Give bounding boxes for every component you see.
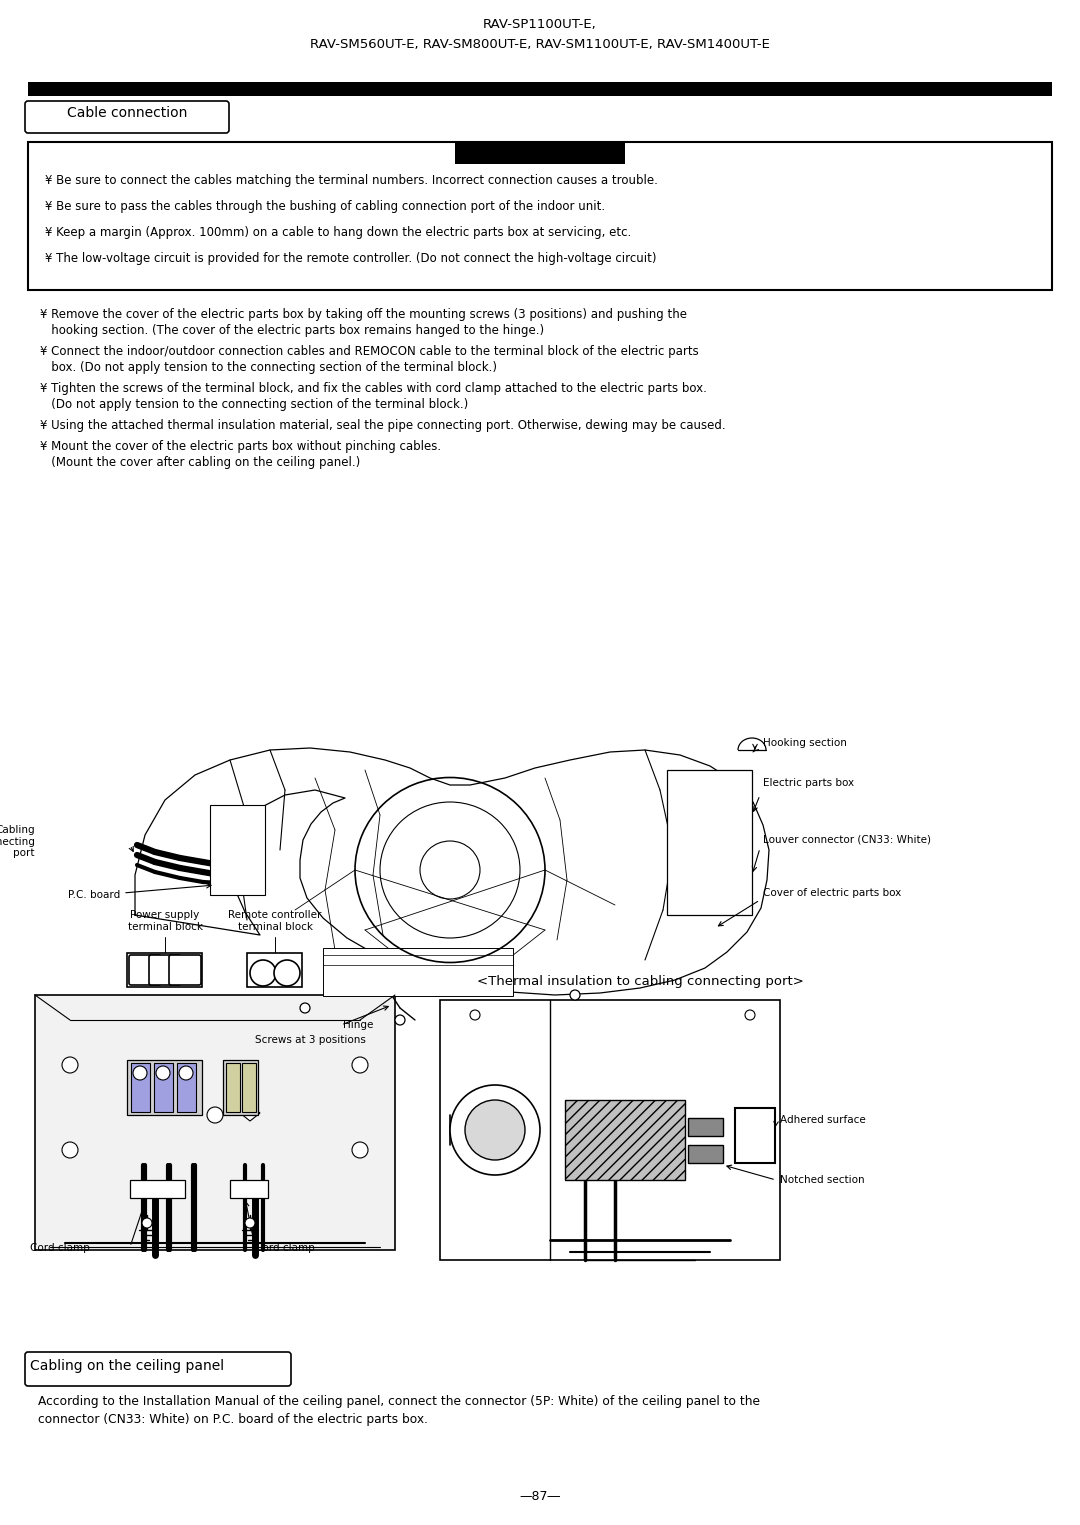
Text: hooking section. (The cover of the electric parts box remains hanged to the hing: hooking section. (The cover of the elect… (40, 323, 544, 337)
Text: P.C. board: P.C. board (68, 891, 120, 900)
Text: ¥ Connect the indoor/outdoor connection cables and REMOCON cable to the terminal: ¥ Connect the indoor/outdoor connection … (40, 345, 699, 358)
Bar (242, 1063, 256, 1112)
FancyBboxPatch shape (25, 101, 229, 133)
Bar (131, 1063, 150, 1112)
Bar (440, 1000, 780, 1260)
Circle shape (352, 1057, 368, 1074)
Bar (28, 82, 1052, 96)
Text: (Do not apply tension to the connecting section of the terminal block.): (Do not apply tension to the connecting … (40, 398, 469, 412)
Text: ¥ Keep a margin (Approx. 100mm) on a cable to hang down the electric parts box a: ¥ Keep a margin (Approx. 100mm) on a cab… (45, 226, 631, 239)
Text: Electric parts box: Electric parts box (762, 778, 854, 788)
Text: ¥ Using the attached thermal insulation material, seal the pipe connecting port.: ¥ Using the attached thermal insulation … (40, 419, 726, 432)
Bar (127, 953, 202, 987)
Polygon shape (240, 1106, 260, 1121)
Text: ¥ Mount the cover of the electric parts box without pinching cables.: ¥ Mount the cover of the electric parts … (40, 441, 441, 453)
Circle shape (352, 1142, 368, 1157)
Circle shape (156, 1066, 170, 1080)
Circle shape (745, 1010, 755, 1020)
Text: ¥ The low-voltage circuit is provided for the remote controller. (Do not connect: ¥ The low-voltage circuit is provided fo… (45, 252, 657, 265)
Text: Ⓑ: Ⓑ (284, 965, 291, 976)
Text: Louver connector (CN33: White): Louver connector (CN33: White) (762, 836, 931, 845)
Text: ¥ Be sure to pass the cables through the bushing of cabling connection port of t: ¥ Be sure to pass the cables through the… (45, 200, 605, 214)
Circle shape (470, 1010, 480, 1020)
Bar (688, 1118, 723, 1136)
Text: Cabling on the ceiling panel: Cabling on the ceiling panel (30, 1359, 225, 1372)
Text: REQUIREMENT: REQUIREMENT (484, 143, 596, 157)
Text: Remote controller
terminal block: Remote controller terminal block (228, 910, 322, 932)
Bar (455, 142, 625, 165)
FancyBboxPatch shape (129, 955, 161, 985)
Bar (226, 1063, 240, 1112)
FancyBboxPatch shape (168, 955, 201, 985)
Bar (735, 1109, 775, 1164)
Circle shape (465, 1100, 525, 1161)
Circle shape (249, 961, 276, 987)
Text: Adhered surface: Adhered surface (780, 1115, 866, 1125)
FancyBboxPatch shape (149, 955, 181, 985)
Text: RAV-SP1100UT-E,: RAV-SP1100UT-E, (483, 18, 597, 30)
Bar (323, 949, 513, 996)
Text: Screws at 3 positions: Screws at 3 positions (255, 1035, 366, 1045)
Bar (177, 1063, 195, 1112)
Text: Cabling
connecting
port: Cabling connecting port (0, 825, 35, 859)
Bar (130, 1180, 185, 1199)
Text: ¥ Remove the cover of the electric parts box by taking off the mounting screws (: ¥ Remove the cover of the electric parts… (40, 308, 687, 320)
Bar (35, 994, 395, 1250)
Circle shape (245, 1218, 255, 1228)
Text: ①: ① (139, 959, 150, 971)
Text: According to the Installation Manual of the ceiling panel, connect the connector: According to the Installation Manual of … (38, 1395, 760, 1408)
Text: Hinge: Hinge (343, 1020, 374, 1029)
Text: connector (CN33: White) on P.C. board of the electric parts box.: connector (CN33: White) on P.C. board of… (38, 1414, 428, 1426)
Text: box. (Do not apply tension to the connecting section of the terminal block.): box. (Do not apply tension to the connec… (40, 361, 497, 374)
Text: ②: ② (160, 959, 171, 971)
Circle shape (141, 1218, 152, 1228)
Text: <Thermal insulation to cabling connecting port>: <Thermal insulation to cabling connectin… (476, 974, 804, 988)
Bar (247, 953, 302, 987)
Bar (28, 142, 1052, 290)
Text: —87―: —87― (519, 1490, 561, 1504)
Bar (667, 770, 752, 915)
Circle shape (62, 1057, 78, 1074)
Text: ¥ Be sure to connect the cables matching the terminal numbers. Incorrect connect: ¥ Be sure to connect the cables matching… (45, 174, 658, 188)
Circle shape (179, 1066, 193, 1080)
Text: Cord clamp: Cord clamp (255, 1243, 314, 1254)
Text: Ⓐ: Ⓐ (259, 965, 267, 976)
Text: Cord clamp: Cord clamp (30, 1243, 90, 1254)
Text: Cover of electric parts box: Cover of electric parts box (762, 888, 901, 898)
Text: ¥ Tighten the screws of the terminal block, and fix the cables with cord clamp a: ¥ Tighten the screws of the terminal blo… (40, 381, 707, 395)
Text: Power supply
terminal block: Power supply terminal block (127, 910, 203, 932)
Bar (222, 1060, 258, 1115)
Text: ③: ③ (179, 959, 191, 971)
Text: (Mount the cover after cabling on the ceiling panel.): (Mount the cover after cabling on the ce… (40, 456, 361, 470)
Circle shape (274, 961, 300, 987)
Bar (230, 1180, 268, 1199)
Circle shape (207, 1107, 222, 1122)
Bar (565, 1100, 685, 1180)
Bar (127, 1060, 202, 1115)
Circle shape (300, 1003, 310, 1013)
FancyBboxPatch shape (25, 1353, 291, 1386)
Circle shape (450, 1084, 540, 1174)
Text: Notched section: Notched section (780, 1174, 865, 1185)
Bar (210, 805, 265, 895)
Circle shape (133, 1066, 147, 1080)
Bar (154, 1063, 173, 1112)
Text: RAV-SM560UT-E, RAV-SM800UT-E, RAV-SM1100UT-E, RAV-SM1400UT-E: RAV-SM560UT-E, RAV-SM800UT-E, RAV-SM1100… (310, 38, 770, 50)
Text: Cable connection: Cable connection (67, 107, 187, 120)
Text: Hooking section: Hooking section (762, 738, 847, 747)
Circle shape (395, 1016, 405, 1025)
Bar (688, 1145, 723, 1164)
Circle shape (570, 990, 580, 1000)
Circle shape (62, 1142, 78, 1157)
